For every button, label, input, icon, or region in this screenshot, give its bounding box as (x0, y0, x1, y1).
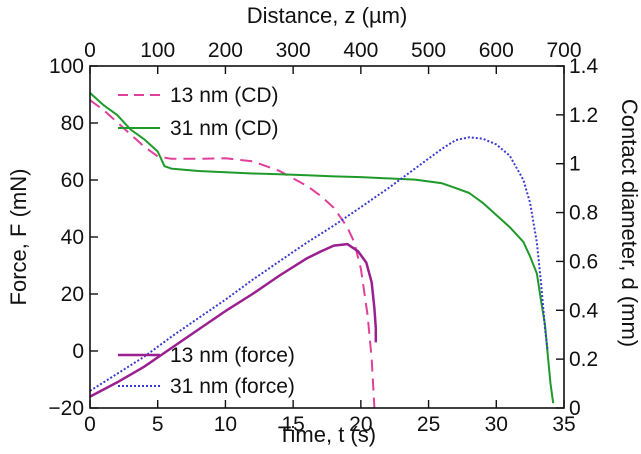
x2-tick-label: 500 (411, 39, 446, 62)
legend-label-31nm-force: 31 nm (force) (170, 375, 295, 398)
legend-label-13nm-cd: 13 nm (CD) (170, 84, 279, 107)
x2-axis-title: Distance, z (µm) (247, 3, 408, 28)
y2-axis-title: Contact diameter, d (mm) (617, 99, 641, 347)
tick-labels-layer: 0 5 10 15 20 25 30 350 100 200 300 400 500 600 700−200… (48, 39, 598, 436)
x-tick-label: 0 (84, 413, 96, 436)
plot-frame (89, 65, 565, 409)
ticks-layer (89, 65, 565, 409)
series-layer (89, 92, 555, 409)
series-line-13-nm-cd (89, 99, 376, 409)
y2-tick-label: 0.4 (569, 299, 599, 322)
x-tick-label: 10 (214, 413, 237, 436)
y-axis-title: Force, F (mN) (6, 169, 31, 306)
series-line-13-nm-force (89, 242, 378, 398)
legend-label-13nm-force: 13 nm (force) (170, 344, 295, 367)
x-tick-label: 35 (552, 413, 575, 436)
y-tick-label: 100 (49, 55, 84, 78)
y-tick-label: 60 (61, 169, 84, 192)
legend-top: 13 nm (CD) 31 nm (CD) (118, 84, 279, 140)
legend-label-31nm-cd: 31 nm (CD) (170, 117, 279, 140)
series-line-31-nm-force (89, 136, 549, 392)
x2-tick-label: 700 (546, 39, 581, 62)
x-axis-title: Time, t (s) (278, 422, 376, 447)
y2-tick-label: 0 (569, 397, 581, 420)
series-line-31-nm-cd (89, 92, 555, 404)
x-tick-label: 5 (152, 413, 164, 436)
y2-tick-label: 1.4 (569, 55, 599, 78)
y2-tick-label: 1.2 (569, 104, 598, 127)
y2-tick-label: 0.8 (569, 202, 598, 225)
x-tick-label: 30 (485, 413, 508, 436)
legend-bottom: 13 nm (force) 31 nm (force) (118, 344, 295, 398)
y-tick-label: 80 (61, 112, 84, 135)
x-tick-label: 15 (281, 413, 304, 436)
x2-tick-label: 600 (479, 39, 514, 62)
x-tick-label: 20 (349, 413, 372, 436)
y2-tick-label: 0.6 (569, 250, 598, 273)
y-tick-label: −20 (48, 397, 84, 420)
x2-tick-label: 100 (140, 39, 175, 62)
y2-tick-label: 1 (569, 153, 581, 176)
y-tick-label: 20 (61, 283, 84, 306)
x2-tick-label: 300 (276, 39, 311, 62)
y-tick-label: 40 (61, 226, 84, 249)
x-tick-label: 25 (417, 413, 440, 436)
x2-tick-label: 400 (343, 39, 378, 62)
x2-tick-label: 200 (208, 39, 243, 62)
y2-tick-label: 0.2 (569, 348, 598, 371)
y-tick-label: 0 (72, 340, 84, 363)
x2-tick-label: 0 (84, 39, 96, 62)
